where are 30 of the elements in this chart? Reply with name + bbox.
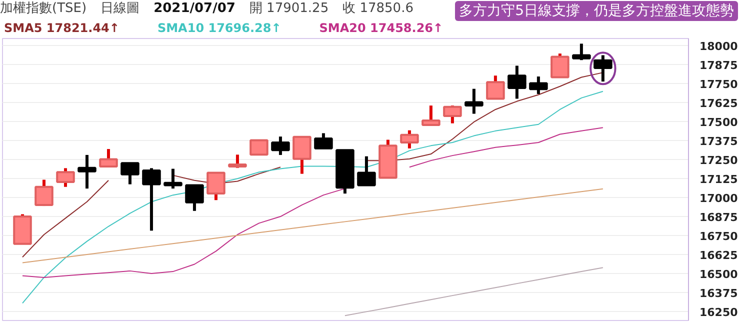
text: SMA10 17696.28↑ xyxy=(157,21,282,35)
y-tick-label: 16625 xyxy=(700,248,738,262)
y-tick-label: 17375 xyxy=(700,134,738,148)
y-tick-label: 17625 xyxy=(700,96,738,110)
text: 2021/07/07 xyxy=(154,1,236,16)
text: SMA20 17458.26↑ xyxy=(319,21,444,35)
text: 日線圖 xyxy=(100,1,140,16)
y-tick-label: 17500 xyxy=(700,116,738,129)
y-tick-label: 17750 xyxy=(700,78,738,91)
text: 收 17850.6 xyxy=(342,1,414,16)
candlestick xyxy=(78,154,96,189)
text: 多方力守5日線支撐，仍是多方控盤進攻態勢 xyxy=(455,1,738,21)
line-series xyxy=(22,90,604,304)
text: 開 17901.25 xyxy=(249,1,329,16)
line-series xyxy=(22,188,604,264)
line-series xyxy=(344,267,604,316)
y-tick-label: 16250 xyxy=(700,306,738,319)
y-tick-label: 16375 xyxy=(700,286,738,300)
y-tick-label: 18000 xyxy=(700,40,738,53)
y-tick-label: 17125 xyxy=(700,172,738,186)
y-tick-label: 16500 xyxy=(700,268,738,281)
chart-title: 加權指數(TSE) xyxy=(0,1,87,16)
y-tick-label: 17875 xyxy=(700,58,738,72)
y-tick-label: 16875 xyxy=(700,210,738,224)
text: SMA5 17821.44↑ xyxy=(4,21,120,35)
y-tick-label: 17000 xyxy=(700,192,738,205)
candlestick xyxy=(508,66,526,99)
candlestick xyxy=(464,88,484,114)
y-tick-label: 17250 xyxy=(700,154,738,167)
y-tick-label: 16750 xyxy=(700,230,738,243)
